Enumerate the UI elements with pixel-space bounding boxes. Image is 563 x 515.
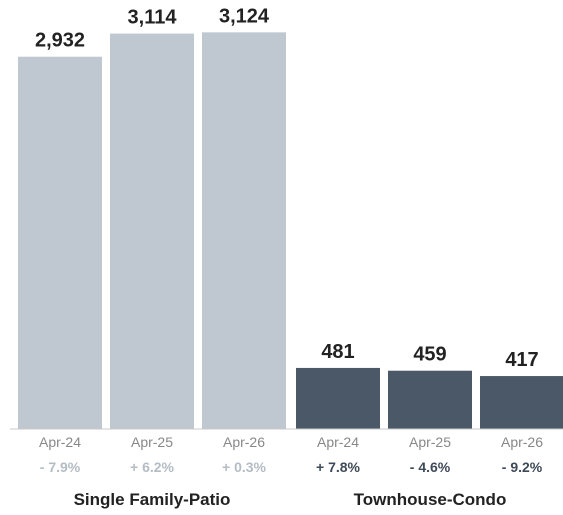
x-tick-label: Apr-25 (409, 434, 451, 450)
bar-value-label: 417 (505, 349, 538, 371)
group-label: Single Family-Patio (74, 490, 231, 509)
bar-value-label: 459 (413, 344, 446, 366)
percent-change-label: + 6.2% (130, 459, 175, 475)
x-tick-label: Apr-26 (501, 434, 543, 450)
bars-layer (18, 32, 563, 429)
bar (388, 370, 472, 429)
bar-value-label: 481 (321, 341, 354, 363)
percent-change-label: - 4.6% (410, 459, 451, 475)
bar (480, 376, 563, 429)
bar-value-label: 3,114 (128, 7, 178, 29)
bar (18, 56, 102, 429)
labels-layer: 2,932 Apr-24 - 7.9% 3,114 Apr-25 + 6.2% 3,124 A… (35, 5, 543, 509)
percent-change-label: - 7.9% (40, 459, 81, 475)
x-tick-label: Apr-25 (131, 434, 173, 450)
bar-value-label: 3,124 (219, 5, 270, 27)
percent-change-label: + 7.8% (316, 459, 361, 475)
x-tick-label: Apr-26 (223, 434, 265, 450)
percent-change-label: + 0.3% (222, 459, 267, 475)
bar (296, 367, 380, 429)
bar (202, 32, 286, 429)
percent-change-label: - 9.2% (502, 459, 543, 475)
x-tick-label: Apr-24 (39, 434, 81, 450)
bar (110, 33, 194, 429)
x-tick-label: Apr-24 (317, 434, 359, 450)
group-label: Townhouse-Condo (354, 490, 507, 509)
bar-value-label: 2,932 (35, 30, 85, 52)
